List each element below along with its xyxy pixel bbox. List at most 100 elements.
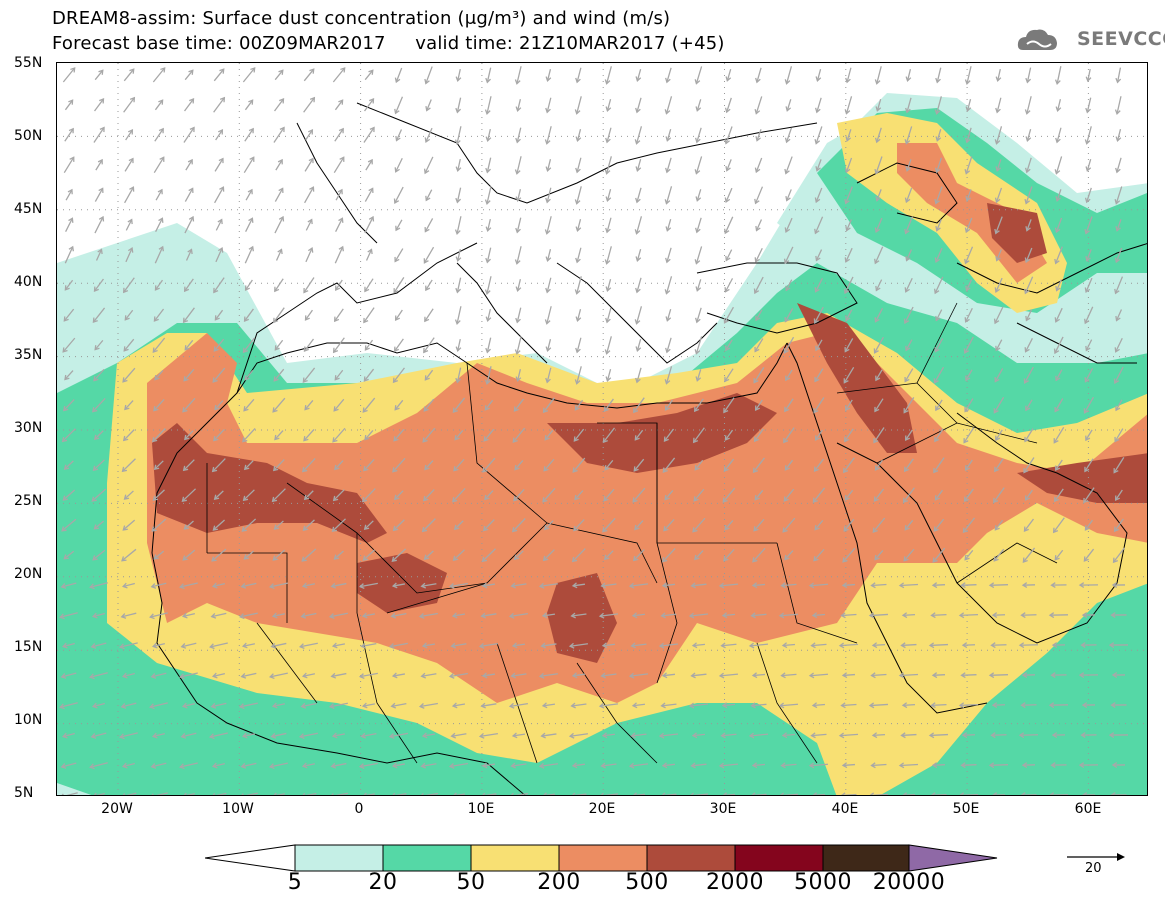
wind-arrow xyxy=(513,489,525,501)
wind-arrow xyxy=(93,612,105,618)
wind-arrow-head xyxy=(722,497,728,503)
wind-arrow xyxy=(364,98,374,112)
wind-arrow xyxy=(151,518,167,532)
colorbar-label: 20 xyxy=(368,870,398,895)
wind-arrow-head xyxy=(540,642,546,649)
wind-arrow xyxy=(1024,276,1034,294)
wind-arrow xyxy=(784,550,794,560)
wind-arrow xyxy=(511,583,527,587)
wind-arrow xyxy=(457,158,461,172)
wind-arrow-head xyxy=(512,437,518,443)
wind-arrow xyxy=(754,489,764,501)
wind-arrow xyxy=(632,703,646,707)
wind-arrow-head xyxy=(1114,436,1120,443)
wind-arrow-head xyxy=(1021,762,1028,769)
wind-arrow-head xyxy=(958,702,965,709)
wind-arrow xyxy=(512,643,526,647)
wind-arrow-head xyxy=(962,527,968,534)
wind-arrow-head xyxy=(664,379,671,385)
wind-arrow xyxy=(422,427,436,443)
wind-arrow xyxy=(1114,428,1124,442)
wind-arrow xyxy=(636,69,642,81)
wind-arrow xyxy=(360,582,378,588)
wind-arrow-head xyxy=(89,673,95,680)
wind-arrow-head xyxy=(129,96,136,103)
wind-arrow-head xyxy=(844,198,850,205)
wind-arrow-head xyxy=(451,702,458,709)
wind-arrow xyxy=(962,644,976,646)
wind-arrow-head xyxy=(339,156,345,162)
wind-arrow xyxy=(487,309,491,321)
wind-arrow-head xyxy=(1055,285,1061,292)
wind-arrow-head xyxy=(1055,465,1061,472)
wind-arrow xyxy=(302,673,316,677)
wind-arrow xyxy=(394,490,404,500)
wind-arrow xyxy=(450,582,468,588)
wind-arrow xyxy=(153,732,165,738)
wind-arrow xyxy=(755,96,763,114)
wind-arrow xyxy=(93,127,105,143)
wind-arrow-head xyxy=(994,466,1000,473)
lat-label: 15N xyxy=(14,639,43,655)
wind-arrow xyxy=(270,762,288,768)
wind-arrow xyxy=(662,763,676,767)
wind-arrow xyxy=(154,279,164,291)
wind-arrow xyxy=(576,157,582,173)
wind-arrow xyxy=(903,487,915,503)
wind-arrow-head xyxy=(219,186,225,192)
wind-arrow xyxy=(301,548,317,562)
wind-field xyxy=(59,66,1129,795)
wind-arrow-head xyxy=(874,555,880,561)
wind-arrow-head xyxy=(661,672,668,679)
wind-arrow xyxy=(274,430,284,440)
wind-arrow-head xyxy=(484,289,491,295)
wind-arrow xyxy=(244,460,254,470)
wind-arrow xyxy=(784,398,794,412)
wind-arrow-head xyxy=(868,702,875,709)
wind-arrow xyxy=(330,612,348,618)
wind-arrow xyxy=(1085,429,1093,441)
wind-arrow xyxy=(1054,488,1064,502)
wind-arrow-head xyxy=(545,287,551,294)
wind-arrow-head xyxy=(782,527,788,533)
wind-arrow xyxy=(662,583,676,587)
wind-arrow xyxy=(394,96,404,114)
wind-arrow xyxy=(784,246,794,264)
dust-zone-500-gulf xyxy=(1017,453,1147,503)
wind-arrow-head xyxy=(122,672,128,679)
wind-arrow xyxy=(809,673,829,677)
wind-arrow-head xyxy=(1018,732,1025,739)
wind-arrow-head xyxy=(573,436,579,442)
wind-arrow xyxy=(245,792,258,795)
wind-arrow-head xyxy=(665,136,672,142)
wind-arrow-head xyxy=(778,612,785,619)
wind-arrow xyxy=(905,429,913,441)
dust-zone-500-libya xyxy=(547,393,777,473)
wind-arrow-head xyxy=(874,406,880,413)
wind-arrow-head xyxy=(181,702,188,709)
wind-arrow xyxy=(1023,518,1035,532)
wind-arrow-head xyxy=(508,612,515,619)
wind-arrow xyxy=(395,309,403,321)
wind-arrow xyxy=(1115,399,1123,411)
wind-arrow xyxy=(965,156,973,174)
wind-arrow xyxy=(662,457,676,473)
wind-arrow xyxy=(989,764,1009,766)
wind-arrow-head xyxy=(1081,612,1088,618)
wind-arrow-head xyxy=(448,672,455,679)
wind-arrow-head xyxy=(840,612,846,619)
wind-arrow-head xyxy=(695,106,702,112)
wind-arrow xyxy=(94,98,104,112)
wind-arrow-head xyxy=(845,136,852,142)
wind-arrow-head xyxy=(1022,557,1028,563)
wind-arrow-head xyxy=(694,79,701,85)
wind-arrow-head xyxy=(993,556,999,562)
wind-arrow xyxy=(512,733,526,737)
wind-arrow-head xyxy=(784,79,791,85)
wind-arrow-head xyxy=(1054,79,1061,85)
wind-arrow xyxy=(1025,399,1033,411)
wind-arrow-head xyxy=(213,494,220,500)
wind-arrow-head xyxy=(748,642,755,649)
wind-arrow-head xyxy=(249,156,255,162)
wind-arrow xyxy=(871,673,887,677)
